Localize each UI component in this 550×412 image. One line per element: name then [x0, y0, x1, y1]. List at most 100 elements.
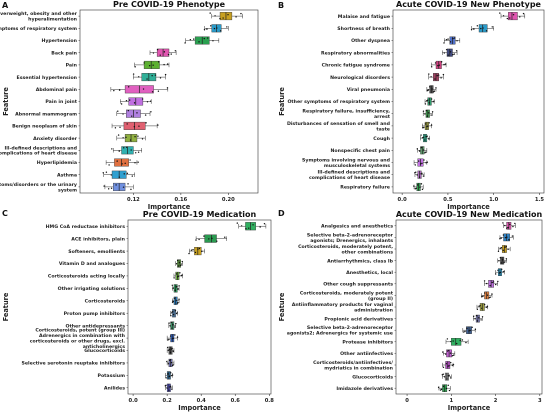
- sample-point: [502, 15, 505, 17]
- sample-point: [425, 136, 428, 138]
- sample-point: [212, 40, 214, 42]
- sample-point: [476, 320, 479, 322]
- sample-point: [448, 365, 450, 367]
- sample-point: [428, 138, 430, 140]
- sample-point: [449, 377, 452, 379]
- sample-point: [508, 239, 510, 241]
- sample-point: [476, 308, 479, 311]
- sample-point: [422, 127, 424, 129]
- sample-point: [502, 234, 505, 236]
- sample-point: [419, 186, 421, 188]
- sample-point: [431, 88, 433, 90]
- sample-point: [421, 137, 424, 139]
- sample-point: [236, 222, 238, 224]
- sample-point: [128, 99, 131, 101]
- sample-point: [198, 247, 201, 250]
- feature-label: Ill-defined descriptions and complication…: [309, 170, 390, 181]
- sample-point: [130, 149, 132, 151]
- sample-point: [151, 91, 154, 93]
- sample-point: [122, 186, 125, 188]
- sample-point: [201, 250, 203, 253]
- sample-point: [172, 350, 175, 353]
- sample-point: [474, 328, 477, 331]
- sample-point: [120, 103, 123, 105]
- sample-point: [132, 73, 135, 75]
- sample-point: [509, 17, 511, 19]
- sample-point: [421, 162, 423, 165]
- sample-point: [178, 261, 181, 264]
- sample-point: [509, 223, 511, 226]
- sample-point: [107, 188, 110, 190]
- sample-point: [485, 30, 488, 32]
- x-tick-label: 0.5: [443, 197, 453, 203]
- sample-point: [208, 238, 210, 240]
- sample-point: [426, 115, 429, 117]
- feature-label: Selective beta-2-adrenoreceptor agonists2…: [287, 325, 394, 336]
- sample-point: [428, 112, 430, 114]
- sample-point: [166, 387, 168, 389]
- sample-point: [473, 28, 475, 30]
- sample-point: [188, 252, 190, 255]
- sample-point: [485, 306, 488, 308]
- sample-point: [414, 188, 416, 190]
- sample-point: [502, 271, 504, 273]
- sample-point: [422, 175, 425, 177]
- feature-label: Other symptoms/disorders or the urinarys…: [0, 182, 77, 193]
- feature-label: Abdominal pain: [36, 87, 77, 93]
- sample-point: [259, 226, 261, 228]
- sample-point: [169, 325, 171, 327]
- sample-point: [148, 65, 151, 67]
- sample-point: [152, 52, 155, 54]
- sample-point: [446, 378, 448, 380]
- sample-point: [514, 222, 516, 225]
- sample-point: [141, 98, 144, 100]
- sample-point: [426, 161, 429, 163]
- sample-point: [171, 301, 174, 303]
- x-tick-label: 1.0: [489, 197, 499, 203]
- sample-point: [448, 349, 450, 352]
- feature-label: Anilides: [104, 385, 125, 391]
- sample-point: [156, 48, 159, 51]
- sample-point: [424, 113, 426, 115]
- sample-point: [227, 14, 229, 16]
- sample-point: [422, 149, 425, 151]
- sample-point: [424, 152, 426, 154]
- sample-point: [482, 27, 484, 29]
- sample-point: [248, 227, 250, 229]
- sample-point: [495, 283, 497, 286]
- sample-point: [222, 17, 224, 19]
- sample-point: [416, 184, 419, 186]
- sample-point: [203, 28, 206, 31]
- sample-point: [168, 376, 170, 378]
- sample-point: [131, 115, 133, 117]
- x-tick-label: 0.2: [163, 398, 173, 404]
- sample-point: [170, 348, 173, 350]
- sample-point: [111, 148, 113, 150]
- sample-point: [442, 385, 445, 388]
- sample-point: [190, 249, 193, 251]
- feature-label: Antiarrhythmics, class Ib: [327, 258, 394, 264]
- sample-point: [447, 375, 450, 377]
- sample-point: [240, 12, 242, 15]
- sample-point: [438, 64, 441, 66]
- sample-point: [136, 112, 138, 114]
- sample-point: [483, 303, 486, 306]
- sample-point: [118, 176, 121, 178]
- feature-label: Neurological disorders: [330, 75, 390, 81]
- sample-point: [482, 295, 484, 297]
- sample-point: [500, 246, 503, 249]
- sample-point: [119, 126, 121, 128]
- feature-label: Respiratory abnormalities: [321, 50, 390, 56]
- sample-point: [171, 311, 173, 314]
- sample-point: [505, 245, 507, 248]
- sample-point: [157, 61, 160, 63]
- sample-point: [137, 161, 139, 163]
- sample-point: [133, 126, 136, 128]
- panel-letter: A: [2, 1, 9, 10]
- sample-point: [422, 110, 425, 112]
- sample-point: [116, 160, 118, 162]
- feature-label: Other symptoms of respiratory system: [287, 99, 390, 105]
- sample-point: [118, 89, 121, 91]
- sample-point: [117, 110, 119, 112]
- panel-a: A Pre COVID-19 Phenotype 0.12 0.16 0.20 Impor…: [0, 0, 259, 211]
